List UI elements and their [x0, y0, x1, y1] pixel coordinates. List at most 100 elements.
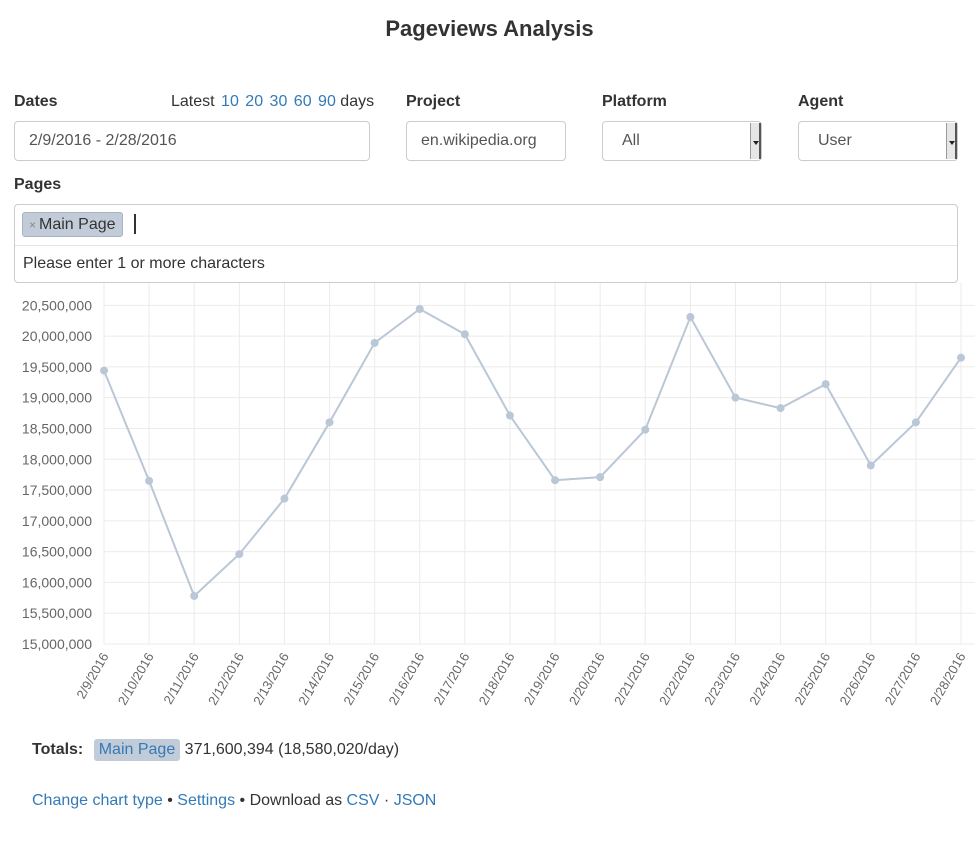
data-point[interactable] [145, 476, 154, 485]
y-tick-label: 19,500,000 [22, 359, 92, 375]
project-value: en.wikipedia.org [421, 132, 537, 149]
text-cursor [134, 214, 136, 234]
platform-dropdown-arrow-icon[interactable] [750, 123, 761, 159]
data-point[interactable] [325, 418, 334, 427]
x-tick-label: 2/11/2016 [160, 650, 201, 707]
agent-value: User [818, 132, 852, 149]
y-axis-ticks: 15,000,000 15,500,000 16,000,000 16,500,000… [22, 297, 92, 652]
x-tick-label: 2/13/2016 [250, 650, 292, 708]
x-tick-label: 2/19/2016 [521, 650, 563, 708]
x-tick-label: 2/20/2016 [566, 650, 608, 708]
latest-20-link[interactable]: 20 [245, 93, 264, 110]
data-point[interactable] [235, 550, 244, 559]
data-point[interactable] [370, 338, 379, 347]
y-tick-label: 17,500,000 [22, 482, 92, 498]
x-tick-label: 2/24/2016 [746, 650, 788, 708]
data-point[interactable] [100, 366, 108, 375]
latest-prefix: Latest [171, 93, 215, 110]
x-tick-label: 2/26/2016 [836, 650, 878, 708]
settings-link[interactable]: Settings [177, 792, 236, 809]
y-tick-label: 17,000,000 [22, 513, 92, 529]
selected-page-tag[interactable]: × Main Page [22, 212, 123, 237]
remove-tag-icon[interactable]: × [29, 218, 37, 232]
footer-bullet: • [239, 792, 246, 809]
agent-label: Agent [798, 93, 844, 110]
x-tick-label: 2/27/2016 [882, 650, 924, 708]
y-tick-label: 20,000,000 [22, 328, 92, 344]
latest-90-link[interactable]: 90 [318, 93, 336, 110]
totals-page-link[interactable]: Main Page [93, 739, 181, 761]
chart-grid [103, 283, 975, 645]
x-tick-label: 2/12/2016 [205, 650, 247, 708]
pages-label: Pages [14, 176, 62, 193]
project-input[interactable]: en.wikipedia.org [406, 121, 566, 161]
data-point[interactable] [776, 404, 785, 413]
download-json-link[interactable]: JSON [393, 792, 437, 809]
data-point[interactable] [505, 411, 514, 420]
series-points [100, 305, 965, 600]
page-title: Pageviews Analysis [385, 16, 594, 41]
latest-10-link[interactable]: 10 [221, 93, 239, 110]
footer-bullet: • [167, 792, 173, 809]
platform-label: Platform [602, 93, 667, 110]
x-axis-ticks: 2/9/2016 2/10/2016 2/11/2016 2/12/2016 2/13/… [73, 650, 968, 708]
x-tick-label: 2/10/2016 [115, 650, 157, 708]
dropdown-message: Please enter 1 or more characters [23, 255, 265, 272]
x-tick-label: 2/14/2016 [295, 650, 337, 708]
agent-select[interactable]: User [798, 121, 958, 161]
change-chart-type-link[interactable]: Change chart type [32, 792, 163, 809]
data-point[interactable] [686, 313, 695, 322]
date-range-value: 2/9/2016 - 2/28/2016 [29, 132, 177, 149]
data-point[interactable] [596, 473, 605, 482]
x-tick-label: 2/23/2016 [701, 650, 743, 708]
latest-60-link[interactable]: 60 [293, 93, 312, 110]
totals-value: 371,600,394 [184, 741, 274, 758]
pageviews-line-chart: 15,000,000 15,500,000 16,000,000 16,500,000… [22, 283, 975, 708]
x-tick-label: 2/16/2016 [385, 650, 427, 708]
date-range-input[interactable]: 2/9/2016 - 2/28/2016 [14, 121, 370, 161]
totals-label: Totals: [32, 741, 84, 758]
data-point[interactable] [190, 591, 199, 600]
y-tick-label: 15,500,000 [22, 605, 92, 621]
agent-dropdown-arrow-icon[interactable] [946, 123, 957, 159]
latest-suffix: days [340, 93, 375, 110]
x-tick-label: 2/28/2016 [927, 650, 969, 708]
pages-select[interactable]: × Main Page Please enter 1 or more charac… [14, 204, 958, 283]
x-tick-label: 2/18/2016 [476, 650, 518, 708]
data-point[interactable] [911, 418, 920, 427]
y-tick-label: 19,000,000 [22, 390, 92, 406]
y-tick-label: 18,000,000 [22, 451, 92, 467]
x-tick-label: 2/21/2016 [611, 650, 653, 708]
data-point[interactable] [957, 353, 965, 362]
data-point[interactable] [641, 425, 650, 434]
x-tick-label: 2/15/2016 [340, 650, 382, 708]
data-point[interactable] [866, 461, 875, 470]
data-point[interactable] [551, 476, 560, 485]
x-tick-label: 2/9/2016 [73, 650, 111, 701]
data-point[interactable] [280, 494, 289, 503]
y-tick-label: 18,500,000 [22, 420, 92, 436]
dropdown-divider [15, 245, 957, 246]
platform-value: All [622, 132, 640, 149]
footer-links: Change chart type • Settings • Download … [32, 792, 436, 810]
latest-30-link[interactable]: 30 [269, 93, 288, 110]
y-tick-label: 15,000,000 [22, 636, 92, 652]
x-tick-label: 2/22/2016 [656, 650, 698, 708]
y-tick-label: 16,500,000 [22, 544, 92, 560]
footer-dot: · [383, 792, 390, 809]
x-tick-label: 2/17/2016 [431, 650, 473, 708]
data-point[interactable] [415, 305, 424, 314]
download-csv-link[interactable]: CSV [346, 792, 380, 809]
platform-select[interactable]: All [602, 121, 762, 161]
series-line [103, 307, 962, 598]
selected-page-label: Main Page [39, 216, 116, 233]
x-tick-label: 2/25/2016 [791, 650, 833, 708]
latest-days-links: Latest 10 20 30 60 90 days [171, 93, 374, 111]
data-point[interactable] [460, 330, 469, 339]
y-tick-label: 16,000,000 [22, 574, 92, 590]
project-label: Project [406, 93, 461, 110]
totals-row: Totals: Main Page 371,600,394 (18,580,02… [32, 739, 399, 761]
data-point[interactable] [731, 393, 740, 402]
y-tick-label: 20,500,000 [22, 297, 92, 313]
data-point[interactable] [821, 380, 830, 389]
